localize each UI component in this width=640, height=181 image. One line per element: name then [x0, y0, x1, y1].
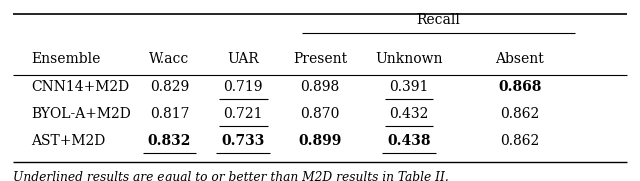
Text: Recall: Recall — [417, 13, 460, 27]
Text: AST+M2D: AST+M2D — [31, 134, 106, 148]
Text: Ensemble: Ensemble — [31, 52, 100, 66]
Text: Present: Present — [293, 52, 347, 66]
Text: Absent: Absent — [495, 52, 544, 66]
Text: Unknown: Unknown — [375, 52, 443, 66]
Text: BYOL-A+M2D: BYOL-A+M2D — [31, 107, 131, 121]
Text: Underlined results are equal to or better than M2D results in Table II.: Underlined results are equal to or bette… — [13, 171, 449, 181]
Text: 0.898: 0.898 — [300, 80, 340, 94]
Text: 0.868: 0.868 — [498, 80, 541, 94]
Text: 0.862: 0.862 — [500, 107, 540, 121]
Text: 0.870: 0.870 — [300, 107, 340, 121]
Text: 0.899: 0.899 — [298, 134, 342, 148]
Text: 0.862: 0.862 — [500, 134, 540, 148]
Text: 0.832: 0.832 — [148, 134, 191, 148]
Text: 0.829: 0.829 — [150, 80, 189, 94]
Text: 0.721: 0.721 — [223, 107, 263, 121]
Text: 0.733: 0.733 — [221, 134, 265, 148]
Text: CNN14+M2D: CNN14+M2D — [31, 80, 129, 94]
Text: 0.817: 0.817 — [150, 107, 189, 121]
Text: 0.391: 0.391 — [389, 80, 429, 94]
Text: W.acc: W.acc — [149, 52, 189, 66]
Text: UAR: UAR — [227, 52, 259, 66]
Text: 0.438: 0.438 — [387, 134, 431, 148]
Text: 0.432: 0.432 — [389, 107, 429, 121]
Text: 0.719: 0.719 — [223, 80, 263, 94]
